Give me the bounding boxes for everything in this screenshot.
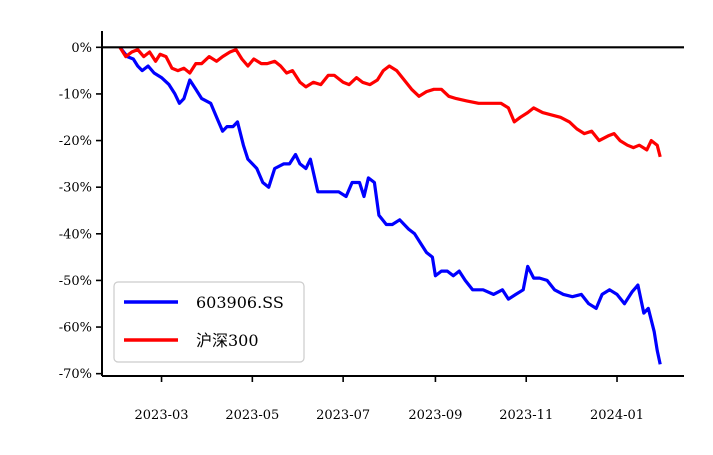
y-tick-label: -40% bbox=[59, 227, 92, 242]
y-tick-label: -70% bbox=[59, 367, 92, 382]
y-tick-label: -10% bbox=[59, 87, 92, 102]
y-tick-label: -20% bbox=[59, 134, 92, 149]
legend-label-0: 603906.SS bbox=[196, 293, 284, 312]
y-tick-label: -60% bbox=[59, 321, 92, 336]
series-line-0 bbox=[118, 46, 662, 365]
x-tick-label: 2023-11 bbox=[499, 408, 553, 423]
x-tick-label: 2023-09 bbox=[408, 408, 462, 423]
y-tick-label: -30% bbox=[59, 181, 92, 196]
legend-label-1: 沪深300 bbox=[196, 331, 259, 350]
plot-area bbox=[118, 46, 662, 365]
y-tick-label: 0% bbox=[71, 41, 92, 56]
x-tick-label: 2023-05 bbox=[225, 408, 279, 423]
series-line-1 bbox=[118, 46, 662, 158]
x-tick-label: 2023-03 bbox=[135, 408, 189, 423]
x-tick-label: 2023-07 bbox=[316, 408, 370, 423]
x-tick-label: 2024-01 bbox=[590, 408, 644, 423]
legend: 603906.SS 沪深300 bbox=[113, 281, 305, 363]
axes: 0% -10% -20% -30% -40% -50% -60% -70% 2023-03 202… bbox=[59, 31, 684, 423]
y-tick-label: -50% bbox=[59, 274, 92, 289]
